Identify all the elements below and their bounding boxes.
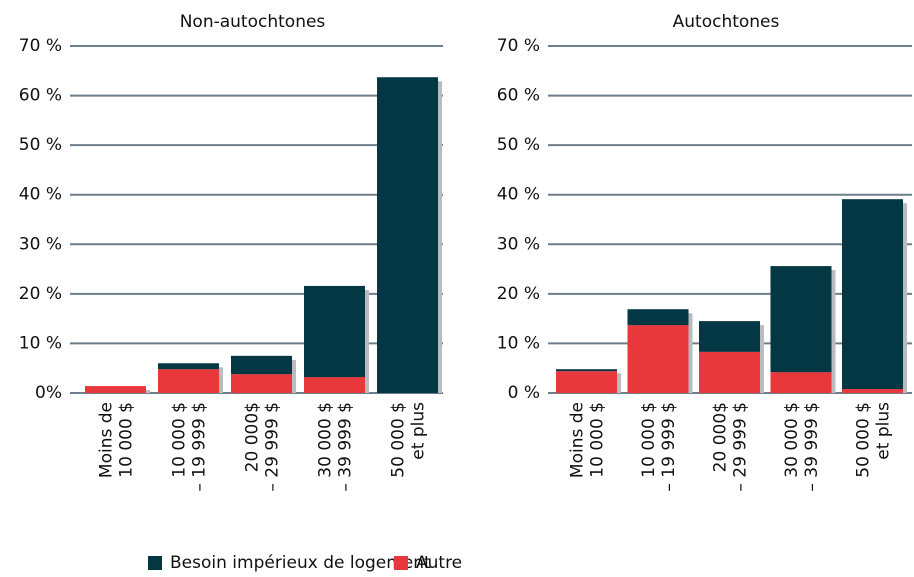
y-tick-label: 60 % <box>19 86 62 106</box>
x-tick-label: – 19 999 $ <box>659 402 679 492</box>
bar-segment <box>627 309 689 326</box>
bar-segment <box>556 371 617 393</box>
bar-segment <box>304 377 365 393</box>
bar-segment <box>842 199 903 390</box>
legend-swatch <box>148 556 162 570</box>
x-tick-label: – 29 999 $ <box>263 402 283 492</box>
y-tick-label: 30 % <box>19 234 62 254</box>
bar-segment <box>556 369 617 372</box>
x-tick-label: 10 000 $ <box>588 402 608 478</box>
x-tick-label: 50 000 $ <box>854 402 874 478</box>
bar-segment <box>304 285 365 378</box>
x-tick-label: 10 000 $ <box>117 402 137 478</box>
y-tick-label: 50 % <box>19 135 62 155</box>
bar-segment <box>627 325 689 393</box>
bar-segment <box>842 389 903 393</box>
x-tick-label: 20 000$ <box>243 402 263 472</box>
bar-segment <box>699 351 760 393</box>
x-tick-label: et plus <box>409 402 429 460</box>
x-tick-label: Moins de <box>568 402 588 478</box>
bar-segment <box>699 321 760 352</box>
x-tick-label: 10 000 $ <box>639 402 659 478</box>
bar-segment <box>85 386 146 393</box>
y-tick-label: 10 % <box>19 333 62 353</box>
x-tick-label: 20 000$ <box>711 402 731 472</box>
x-tick-label: 30 000 $ <box>782 402 802 478</box>
x-tick-label: 10 000 $ <box>170 402 190 478</box>
y-tick-label: 20 % <box>497 284 540 304</box>
x-tick-label: Moins de <box>97 402 117 478</box>
x-tick-label: – 39 999 $ <box>802 402 822 492</box>
y-tick-label: 70 % <box>19 36 62 56</box>
x-tick-label: – 39 999 $ <box>336 402 356 492</box>
bar-segment <box>770 266 832 373</box>
bar-segment <box>231 355 292 375</box>
y-tick-label: 0 % <box>508 383 540 403</box>
y-tick-label: 60 % <box>497 86 540 106</box>
x-tick-label: 50 000 $ <box>389 402 409 478</box>
y-tick-label: 20 % <box>19 284 62 304</box>
bar-segment <box>158 363 219 370</box>
y-tick-label: 40 % <box>497 185 540 205</box>
chart-title: Autochtones <box>673 12 780 32</box>
y-tick-label: 30 % <box>497 234 540 254</box>
x-tick-label: 30 000 $ <box>316 402 336 478</box>
chart-title: Non-autochtones <box>180 12 326 32</box>
y-tick-label: 0% <box>35 383 62 403</box>
legend-swatch <box>394 556 408 570</box>
x-tick-label: – 19 999 $ <box>190 402 210 492</box>
bar-segment <box>770 372 832 393</box>
y-tick-label: 10 % <box>497 333 540 353</box>
legend-label: Autre <box>416 553 462 573</box>
y-tick-label: 50 % <box>497 135 540 155</box>
x-tick-label: et plus <box>874 402 894 460</box>
bar-segment <box>231 374 292 393</box>
x-tick-label: – 29 999 $ <box>731 402 751 492</box>
y-tick-label: 70 % <box>497 36 540 56</box>
legend-label: Besoin impérieux de logement <box>170 553 431 573</box>
y-tick-label: 40 % <box>19 185 62 205</box>
bar-segment <box>377 77 438 393</box>
bar-segment <box>158 369 219 393</box>
